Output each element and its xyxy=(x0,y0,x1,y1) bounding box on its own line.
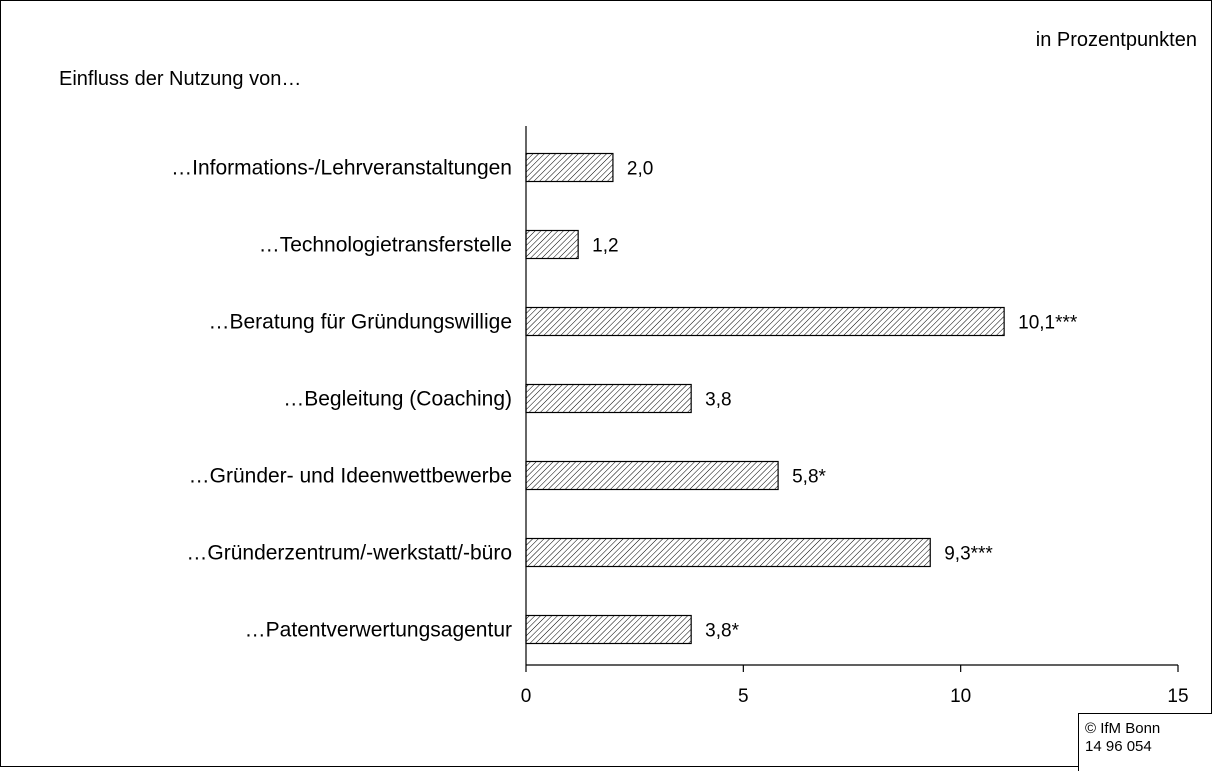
plot-area: …Informations-/Lehrveranstaltungen 2,0 …Te… xyxy=(171,126,1189,707)
category-label: …Gründer- und Ideenwettbewerbe xyxy=(189,465,512,488)
category-label: …Technologietransferstelle xyxy=(259,234,512,257)
data-label: 3,8* xyxy=(705,621,739,642)
x-tick-label: 15 xyxy=(1167,686,1188,707)
data-label: 2,0 xyxy=(627,159,653,180)
source-line-1: © IfM Bonn xyxy=(1085,720,1161,737)
data-label: 5,8* xyxy=(792,467,826,488)
x-tick-label: 5 xyxy=(738,686,749,707)
unit-label: in Prozentpunkten xyxy=(1035,29,1197,51)
category-label: …Beratung für Gründungswillige xyxy=(209,311,513,334)
x-tick-label: 10 xyxy=(950,686,971,707)
bar xyxy=(525,306,1005,337)
source-box: © IfM Bonn 14 96 054 xyxy=(1078,713,1212,771)
source-line-2: 14 96 054 xyxy=(1085,738,1152,755)
bar xyxy=(525,614,692,645)
chart-subtitle: Einfluss der Nutzung von… xyxy=(59,68,302,90)
data-label: 9,3*** xyxy=(944,544,993,565)
bar xyxy=(525,460,779,491)
category-label: …Begleitung (Coaching) xyxy=(283,388,512,411)
data-label: 10,1*** xyxy=(1018,313,1078,334)
data-label: 3,8 xyxy=(705,390,731,411)
bar xyxy=(525,152,614,183)
bar xyxy=(525,537,931,568)
category-label: …Informations-/Lehrveranstaltungen xyxy=(171,157,512,180)
bar xyxy=(525,229,579,260)
category-label: …Patentverwertungsagentur xyxy=(245,619,512,642)
x-tick-label: 0 xyxy=(521,686,532,707)
category-label: …Gründerzentrum/-werkstatt/-büro xyxy=(186,542,512,565)
bar xyxy=(525,383,692,414)
data-label: 1,2 xyxy=(592,236,618,257)
